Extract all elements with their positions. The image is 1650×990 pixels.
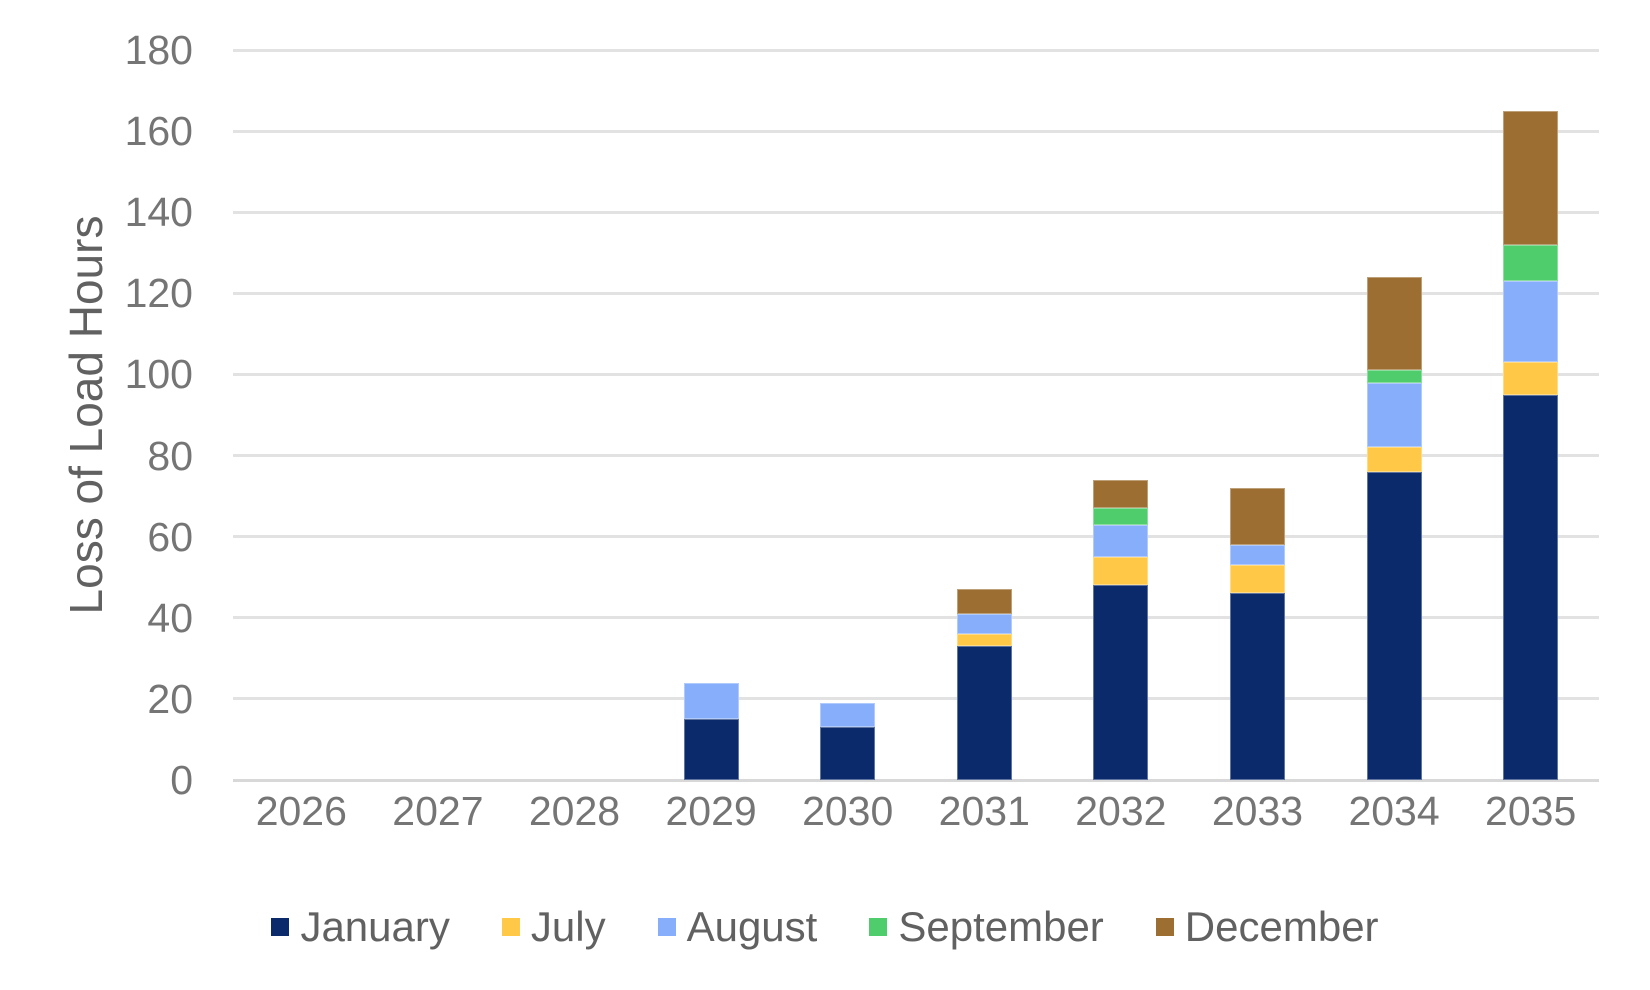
bar-segment-2031-january [956,646,1012,780]
bar-segment-2033-january [1229,593,1285,780]
category-slot-2035: 2035 [1462,50,1599,833]
bar-2031 [956,589,1012,780]
x-tick-label-2026: 2026 [255,788,347,834]
bar-2034 [1366,277,1422,780]
gridline-120 [233,291,1599,295]
bar-segment-2034-september [1366,370,1422,383]
bar-segment-2030-august [820,702,876,728]
x-tick-label-2029: 2029 [665,788,757,834]
bar-segment-2032-september [1093,508,1149,525]
gridline-20 [233,697,1599,701]
bar-2032 [1093,479,1149,780]
gridline-40 [233,616,1599,620]
x-tick-label-2031: 2031 [938,788,1030,834]
legend-label-january: January [300,903,450,950]
category-slot-2032: 2032 [1053,50,1190,833]
x-tick-label-2034: 2034 [1348,788,1440,834]
x-tick-label-2028: 2028 [528,788,621,834]
legend-item-december: December [1155,903,1379,951]
legend-item-august: August [657,903,818,951]
legend-marker-september [869,918,888,936]
bar-2030 [820,702,876,780]
legend-label-september: September [898,903,1104,950]
y-tick-label-140: 140 [124,189,193,236]
bar-segment-2035-august [1503,281,1559,363]
legend-label-july: July [530,903,606,950]
gridline-0 [233,778,1599,782]
bar-segment-2032-january [1093,585,1149,780]
bar-segment-2032-august [1093,524,1149,557]
x-tick-label-2030: 2030 [802,788,894,834]
gridline-60 [233,535,1599,539]
category-slot-2028: 2028 [506,50,643,833]
bar-segment-2031-august [956,613,1012,635]
category-slot-2034: 2034 [1326,50,1463,833]
y-tick-label-160: 160 [124,108,193,155]
bar-segment-2034-august [1366,382,1422,448]
y-tick-label-60: 60 [147,513,193,560]
category-slot-2033: 2033 [1189,50,1326,833]
gridline-80 [233,454,1599,458]
y-tick-label-120: 120 [124,270,193,317]
x-tick-label-2032: 2032 [1075,788,1167,834]
y-tick-label-180: 180 [124,27,193,73]
legend-marker-december [1155,918,1174,936]
bar-segment-2035-july [1503,362,1559,395]
bar-segment-2035-january [1503,394,1559,780]
x-tick-label-2035: 2035 [1485,788,1577,834]
bar-2035 [1503,110,1559,780]
y-tick-label-20: 20 [147,675,193,722]
bar-segment-2032-december [1093,479,1149,509]
legend-item-january: January [271,903,450,951]
legend-marker-january [271,918,290,936]
bar-2029 [683,682,739,780]
gridline-140 [233,210,1599,214]
bar-segment-2029-august [683,682,739,720]
legend: January July August September December [0,903,1650,951]
x-tick-label-2033: 2033 [1211,788,1304,834]
y-tick-label-100: 100 [124,351,193,398]
bar-segment-2033-august [1229,544,1285,566]
x-tick-label-2027: 2027 [392,788,484,834]
category-slot-2027: 2027 [370,50,507,833]
gridline-160 [233,129,1599,133]
gridline-180 [233,48,1599,52]
bar-segment-2029-january [683,719,739,780]
category-slot-2031: 2031 [916,50,1053,833]
legend-item-july: July [501,903,606,951]
legend-marker-august [657,918,676,936]
legend-item-september: September [869,903,1104,951]
gridline-100 [233,372,1599,376]
bar-segment-2033-december [1229,488,1285,545]
bar-segment-2035-december [1503,110,1559,245]
bar-segment-2033-july [1229,565,1285,594]
category-slot-2026: 2026 [233,50,370,833]
category-slot-2030: 2030 [779,50,916,833]
bar-segment-2031-december [956,589,1012,614]
bars-layer: 2026 2027 2028 2029 2030 2031 2032 2033 2034 2035 [233,50,1599,833]
bar-segment-2034-january [1366,471,1422,780]
plot-area: 0 20 40 60 80 100 120 140 160 180 2026 2027 2028 2029… [125,28,1599,833]
y-tick-label-80: 80 [147,432,193,479]
legend-marker-july [501,918,520,936]
bar-segment-2030-january [820,727,876,780]
legend-label-december: December [1184,903,1379,950]
legend-label-august: August [686,903,818,950]
y-tick-label-40: 40 [147,594,193,641]
bar-2033 [1229,488,1285,780]
bar-segment-2034-july [1366,447,1422,472]
bar-segment-2034-december [1366,277,1422,371]
y-tick-label-0: 0 [170,757,193,803]
bar-segment-2035-september [1503,244,1559,282]
bar-segment-2031-july [956,634,1012,647]
bar-segment-2032-july [1093,556,1149,586]
category-slot-2029: 2029 [643,50,780,833]
